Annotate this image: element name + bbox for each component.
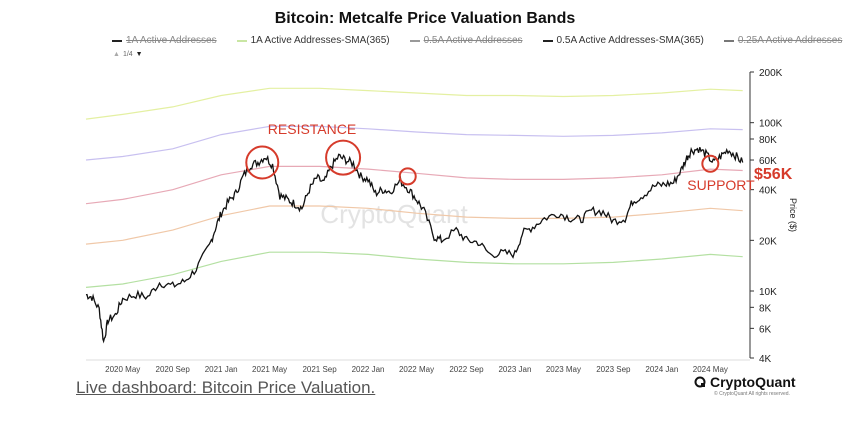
x-tick-label: 2020 May bbox=[105, 365, 140, 374]
x-tick-label: 2022 Jan bbox=[352, 365, 385, 374]
pager-next-icon[interactable]: ▼ bbox=[135, 51, 143, 58]
legend-item-025a-active[interactable]: 0.25A Active Addresses bbox=[723, 35, 843, 46]
price-callout-label: $56K bbox=[754, 166, 793, 183]
live-dashboard-link[interactable]: Live dashboard: Bitcoin Price Valuation. bbox=[76, 378, 376, 397]
y-tick-label: 200K bbox=[759, 68, 783, 79]
price-line bbox=[85, 146, 744, 344]
support-label: SUPPORT bbox=[687, 177, 755, 193]
legend-swatch bbox=[542, 39, 553, 42]
x-tick-label: 2020 Sep bbox=[156, 365, 191, 374]
x-tick-label: 2021 Jan bbox=[205, 365, 238, 374]
legend-swatch bbox=[112, 39, 122, 42]
brand: CryptoQuant bbox=[694, 374, 796, 390]
legend-label: 0.25A Active Addresses bbox=[737, 35, 843, 46]
legend-item-1a-active[interactable]: 1A Active Addresses bbox=[112, 35, 217, 46]
band-line-5 bbox=[85, 251, 743, 288]
pager-prev-icon[interactable]: ▲ bbox=[113, 51, 120, 58]
y-tick-label: 10K bbox=[759, 287, 777, 298]
watermark: CryptoQuant bbox=[320, 199, 468, 229]
resistance-circle-1 bbox=[245, 145, 280, 180]
legend-swatch bbox=[723, 39, 734, 42]
y-tick-label: 20K bbox=[759, 236, 777, 247]
legend-item-05a-sma[interactable]: 0.5A Active Addresses-SMA(365) bbox=[542, 35, 704, 46]
legend-label: 1A Active Addresses bbox=[126, 35, 217, 46]
x-tick-label: 2021 Sep bbox=[302, 365, 337, 374]
y-tick-label: 6K bbox=[759, 324, 772, 335]
legend-swatch bbox=[409, 39, 420, 42]
y-tick-label: 4K bbox=[759, 354, 772, 365]
x-tick-label: 2022 Sep bbox=[449, 365, 484, 374]
x-tick-label: 2023 May bbox=[546, 365, 581, 374]
support-circle bbox=[701, 154, 720, 173]
x-tick-label: 2021 May bbox=[252, 365, 287, 374]
legend-label: 0.5A Active Addresses-SMA(365) bbox=[556, 35, 704, 46]
legend: 1A Active Addresses 1A Active Addresses-… bbox=[112, 35, 842, 46]
resistance-label: RESISTANCE bbox=[268, 121, 356, 137]
legend-label: 0.5A Active Addresses bbox=[423, 35, 523, 46]
legend-label: 1A Active Addresses-SMA(365) bbox=[250, 35, 390, 46]
y-tick-label: 40K bbox=[759, 186, 777, 197]
y-tick-label: 100K bbox=[759, 119, 783, 130]
y-tick-label: 8K bbox=[759, 303, 772, 314]
band-line-3 bbox=[85, 165, 743, 205]
chart-title: Bitcoin: Metcalfe Price Valuation Bands bbox=[274, 10, 576, 27]
x-tick-label: 2024 Jan bbox=[645, 365, 678, 374]
legend-item-1a-sma[interactable]: 1A Active Addresses-SMA(365) bbox=[236, 35, 390, 46]
band-line-4 bbox=[85, 205, 743, 245]
x-tick-label: 2023 Jan bbox=[498, 365, 531, 374]
legend-pager: ▲ 1/4 ▼ bbox=[113, 51, 143, 58]
y-tick-label: 80K bbox=[759, 135, 777, 146]
cryptoquant-logo-icon bbox=[694, 376, 706, 388]
band-line-2 bbox=[85, 125, 743, 161]
x-tick-label: 2024 May bbox=[693, 365, 728, 374]
brand-name: CryptoQuant bbox=[710, 374, 796, 390]
x-tick-label: 2023 Sep bbox=[596, 365, 631, 374]
legend-swatch bbox=[236, 39, 247, 42]
legend-item-05a-active[interactable]: 0.5A Active Addresses bbox=[409, 35, 523, 46]
brand-copyright: © CryptoQuant All rights reserved. bbox=[714, 391, 790, 397]
y-axis-label: Price ($) bbox=[788, 198, 798, 232]
resistance-circle-2 bbox=[325, 139, 362, 176]
band-line-1 bbox=[85, 87, 743, 120]
x-tick-label: 2022 May bbox=[399, 365, 434, 374]
pager-count: 1/4 bbox=[122, 51, 133, 58]
y-tick-label: 60K bbox=[759, 156, 777, 167]
resistance-circle-3 bbox=[398, 167, 417, 186]
